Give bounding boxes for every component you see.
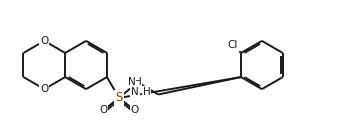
Text: N: N <box>131 87 139 97</box>
Text: O: O <box>40 36 48 46</box>
Text: S: S <box>115 91 123 104</box>
Text: O: O <box>131 105 139 115</box>
Text: H: H <box>134 77 141 87</box>
Text: H: H <box>143 87 150 97</box>
Text: Cl: Cl <box>227 40 238 50</box>
Text: O: O <box>40 84 48 94</box>
Text: N: N <box>127 77 135 87</box>
Text: O: O <box>99 105 107 115</box>
